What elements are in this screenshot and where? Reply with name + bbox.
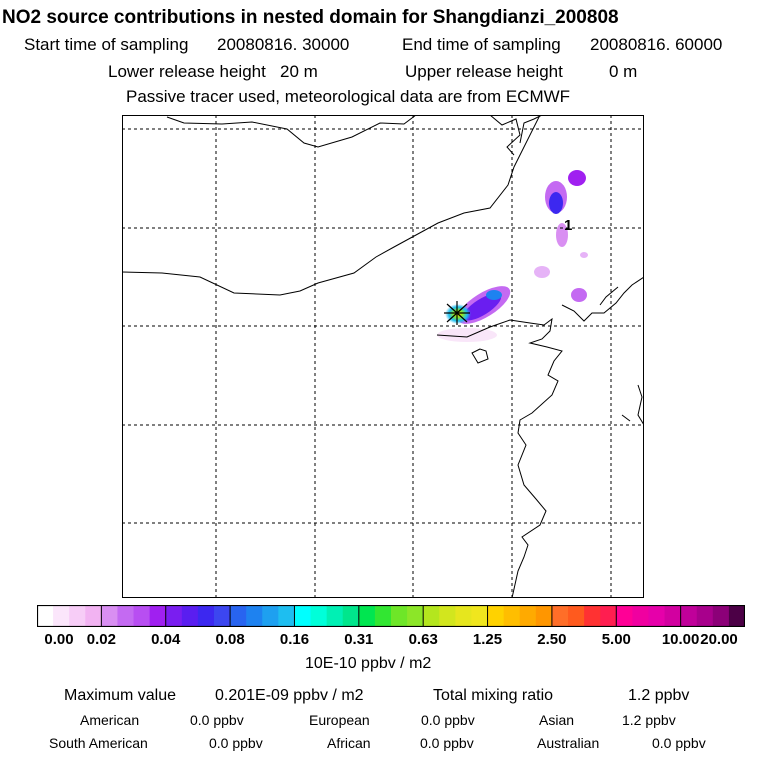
colorbar-cell: [535, 605, 553, 627]
star-marker: [444, 301, 470, 325]
colorbar-cell: [246, 605, 263, 627]
colorbar-cell: [487, 605, 505, 627]
colorbar-cell: [680, 605, 698, 627]
lower-release-value: 20 m: [280, 62, 318, 81]
colorbar-tick-label: 0.63: [408, 631, 438, 648]
region-value: 0.0 ppbv: [420, 735, 474, 751]
colorbar-cell: [696, 605, 714, 627]
colorbar-cell: [503, 605, 521, 627]
plot-title: NO2 source contributions in nested domai…: [2, 7, 619, 28]
colorbar-cell: [551, 605, 569, 627]
colorbar-cell: [326, 605, 344, 627]
colorbar-tick-label: 0.31: [344, 631, 374, 648]
colorbar-cell: [712, 605, 730, 627]
colorbar-tick-label: 0.04: [151, 631, 181, 648]
colorbar-cell: [149, 605, 167, 627]
region-value: 0.0 ppbv: [652, 735, 706, 751]
colorbar-cell: [632, 605, 649, 627]
colorbar-cell: [101, 605, 118, 627]
region-value: 0.0 ppbv: [190, 712, 244, 728]
colorbar-cell: [358, 605, 376, 627]
colorbar-cell: [584, 605, 601, 627]
region-name: Australian: [537, 735, 600, 751]
colorbar-cell: [197, 605, 215, 627]
colorbar-units: 10E-10 ppbv / m2: [305, 655, 432, 672]
colorbar-tick-label: 0.16: [279, 631, 310, 648]
colorbar-cell: [214, 605, 231, 627]
region-name: American: [80, 712, 140, 728]
map-panel: 1: [122, 115, 644, 598]
colorbar-cell: [648, 605, 666, 627]
colorbar-cell: [37, 605, 54, 627]
region-name: Asian: [539, 712, 575, 728]
colorbar-tick-label: 5.00: [601, 631, 631, 648]
colorbar-cell: [391, 605, 408, 627]
end-time-label: End time of sampling: [402, 35, 561, 54]
region-name: European: [309, 712, 370, 728]
colorbar-tick-label: 1.25: [472, 631, 503, 648]
colorbar: [37, 605, 745, 627]
colorbar-tick-label: 0.02: [86, 631, 116, 648]
colorbar-cell: [53, 605, 70, 627]
colorbar-cell: [407, 605, 424, 627]
total-mixing-label: Total mixing ratio: [433, 687, 554, 704]
colorbar-cell: [230, 605, 247, 627]
colorbar-cell: [181, 605, 199, 627]
colorbar-cell: [455, 605, 472, 627]
colorbar-cell: [728, 605, 745, 627]
colorbar-cell: [616, 605, 633, 627]
colorbar-cell: [294, 605, 312, 627]
colorbar-cell: [342, 605, 360, 627]
colorbar-cell: [133, 605, 151, 627]
region-value: 0.0 ppbv: [421, 712, 475, 728]
colorbar-cell: [69, 605, 86, 627]
colorbar-cell: [471, 605, 489, 627]
map-frame: [122, 115, 644, 598]
colorbar-cell: [117, 605, 135, 627]
max-value-label: Maximum value: [64, 687, 177, 704]
colorbar-cell: [519, 605, 537, 627]
colorbar-cell: [423, 605, 440, 627]
start-time-value: 20080816. 30000: [217, 35, 350, 54]
region-name: South American: [49, 735, 148, 751]
upper-release-label: Upper release height: [405, 62, 563, 81]
end-time-value: 20080816. 60000: [590, 35, 723, 54]
coastline: [122, 115, 644, 598]
lower-release-label: Lower release height: [108, 62, 266, 81]
colorbar-cell: [278, 605, 295, 627]
colorbar-cell: [600, 605, 617, 627]
colorbar-cell: [262, 605, 279, 627]
contour-label: 1: [564, 217, 572, 234]
region-name: African: [327, 735, 371, 751]
colorbar-cell: [568, 605, 585, 627]
tracer-note: Passive tracer used, meteorological data…: [126, 87, 571, 106]
upper-release-value: 0 m: [609, 62, 638, 81]
map-gridlines: [122, 115, 644, 598]
colorbar-cell: [664, 605, 682, 627]
colorbar-tick-label: 0.00: [44, 631, 74, 648]
colorbar-cell: [439, 605, 456, 627]
max-value: 0.201E-09 ppbv / m2: [215, 687, 364, 704]
colorbar-tick-label: 10.00: [661, 631, 700, 648]
colorbar-cell: [85, 605, 102, 627]
colorbar-tick-label: 20.00: [700, 631, 738, 648]
colorbar-cell: [374, 605, 392, 627]
colorbar-cell: [165, 605, 183, 627]
colorbar-cell: [310, 605, 328, 627]
region-value: 1.2 ppbv: [622, 712, 676, 728]
colorbar-tick-label: 0.08: [215, 631, 245, 648]
start-time-label: Start time of sampling: [24, 35, 189, 54]
region-value: 0.0 ppbv: [209, 735, 263, 751]
total-mixing-value: 1.2 ppbv: [628, 687, 690, 704]
colorbar-tick-label: 2.50: [537, 631, 567, 648]
